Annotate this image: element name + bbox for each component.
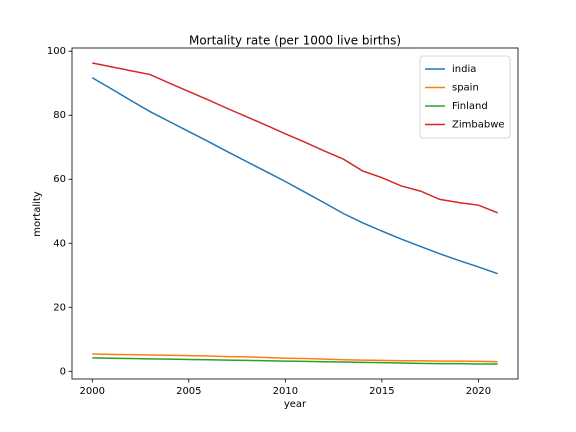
chart-title: Mortality rate (per 1000 live births) <box>189 34 401 48</box>
legend-label: Finland <box>452 101 488 112</box>
plot-frame <box>71 47 519 380</box>
line-series <box>92 357 498 365</box>
y-tick-label: 80 <box>53 110 66 121</box>
legend-box <box>419 55 511 139</box>
legend-label: india <box>452 64 476 75</box>
legend-label: spain <box>452 83 479 94</box>
line-series <box>91 77 498 275</box>
legend-label: Zimbabwe <box>452 120 505 131</box>
y-tick-label: 0 <box>60 366 66 377</box>
y-axis-label: mortality <box>32 191 43 236</box>
line-series <box>92 353 498 363</box>
y-tick-label: 20 <box>53 302 66 313</box>
x-tick-label: 2000 <box>80 386 105 397</box>
x-tick-label: 2005 <box>176 386 201 397</box>
x-axis-label: year <box>284 399 307 410</box>
y-tick-label: 40 <box>53 238 66 249</box>
x-tick-label: 2015 <box>369 386 394 397</box>
y-tick-label: 60 <box>53 174 66 185</box>
y-tick-label: 100 <box>47 46 66 57</box>
x-tick-label: 2020 <box>466 386 491 397</box>
line-series <box>92 62 499 214</box>
x-tick-label: 2010 <box>273 386 298 397</box>
